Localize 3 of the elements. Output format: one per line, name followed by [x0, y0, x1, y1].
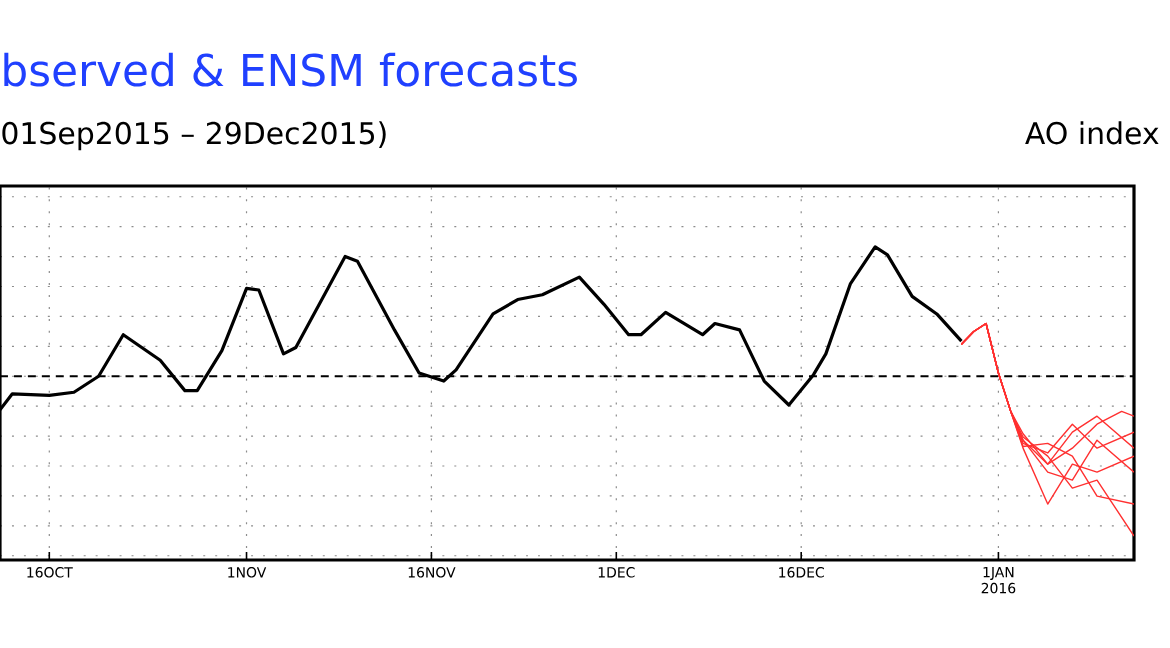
- text: AO index: [1025, 121, 1159, 145]
- chart-subtitle: 01Sep2015 – 29Dec2015): [2, 121, 386, 151]
- chart-title: bserved & ENSM forecasts: [4, 52, 577, 87]
